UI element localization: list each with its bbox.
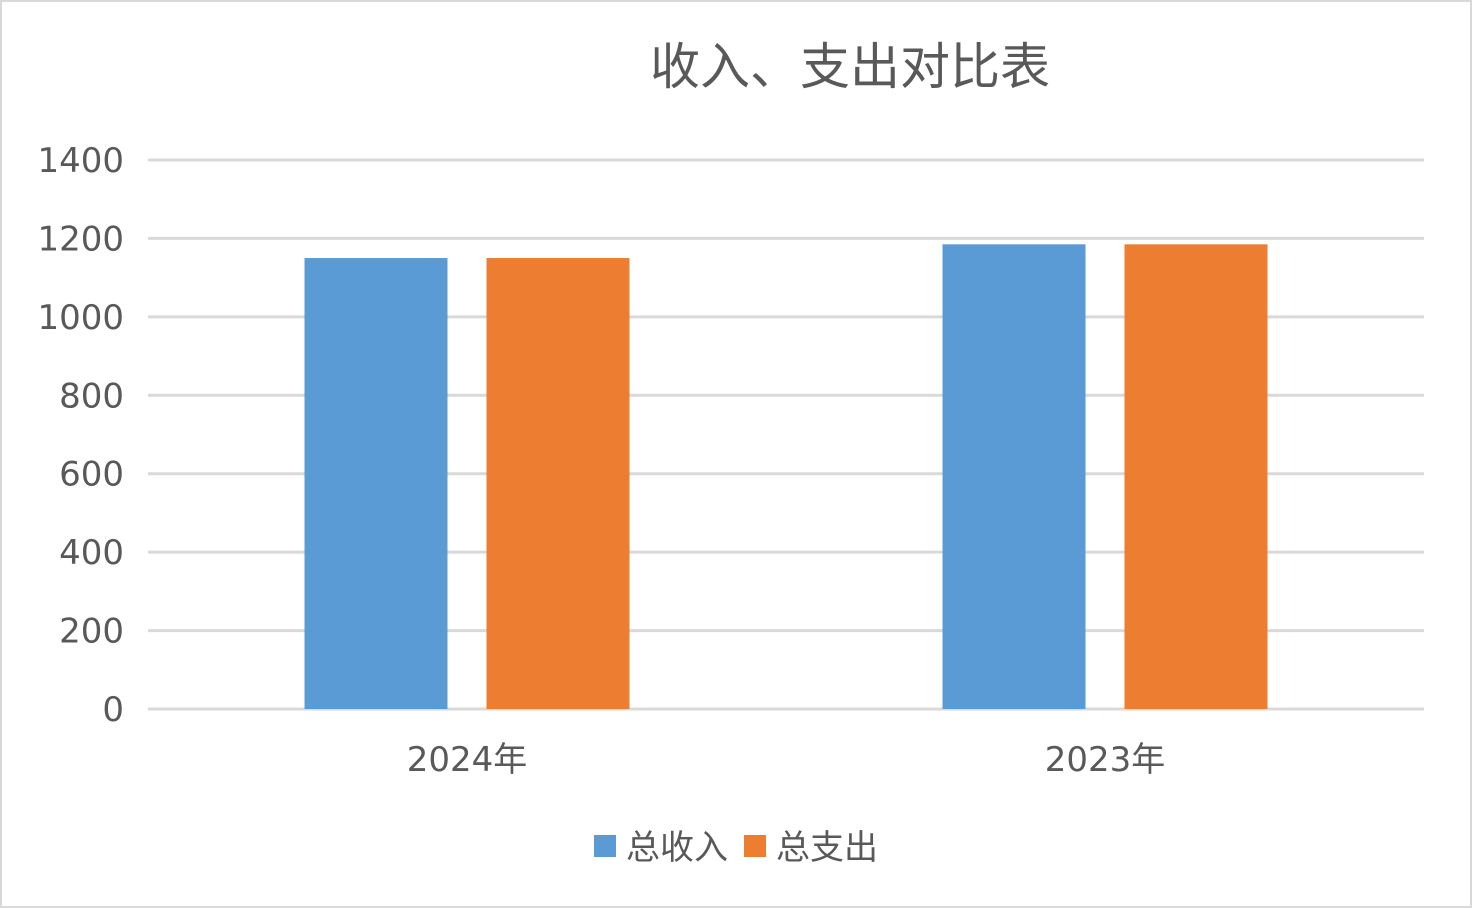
y-tick-label: 0 bbox=[102, 690, 124, 730]
bar-总收入-2024年 bbox=[304, 258, 448, 709]
legend: 总收入 总支出 bbox=[594, 828, 878, 868]
x-axis-tick-labels: 2024年 2023年 bbox=[407, 740, 1166, 780]
y-tick-label: 200 bbox=[59, 612, 124, 652]
bar-总支出-2023年 bbox=[1124, 244, 1268, 709]
y-tick-label: 1200 bbox=[37, 219, 124, 259]
x-tick-label: 2024年 bbox=[407, 740, 528, 780]
legend-label: 总收入 bbox=[626, 828, 728, 868]
legend-swatch bbox=[594, 835, 616, 857]
legend-label: 总支出 bbox=[776, 828, 878, 868]
bars bbox=[304, 244, 1268, 709]
y-tick-label: 400 bbox=[59, 533, 124, 573]
y-tick-label: 600 bbox=[59, 455, 124, 495]
legend-swatch bbox=[744, 835, 766, 857]
y-tick-label: 1000 bbox=[37, 298, 124, 338]
x-tick-label: 2023年 bbox=[1045, 740, 1166, 780]
y-axis-tick-labels: 0 200 400 600 800 1000 1200 1400 bbox=[37, 141, 124, 730]
y-tick-label: 1400 bbox=[37, 141, 124, 181]
y-tick-label: 800 bbox=[59, 376, 124, 416]
bar-总收入-2023年 bbox=[942, 244, 1086, 709]
chart-title: 收入、支出对比表 bbox=[650, 38, 1050, 96]
bar-总支出-2024年 bbox=[486, 258, 630, 709]
